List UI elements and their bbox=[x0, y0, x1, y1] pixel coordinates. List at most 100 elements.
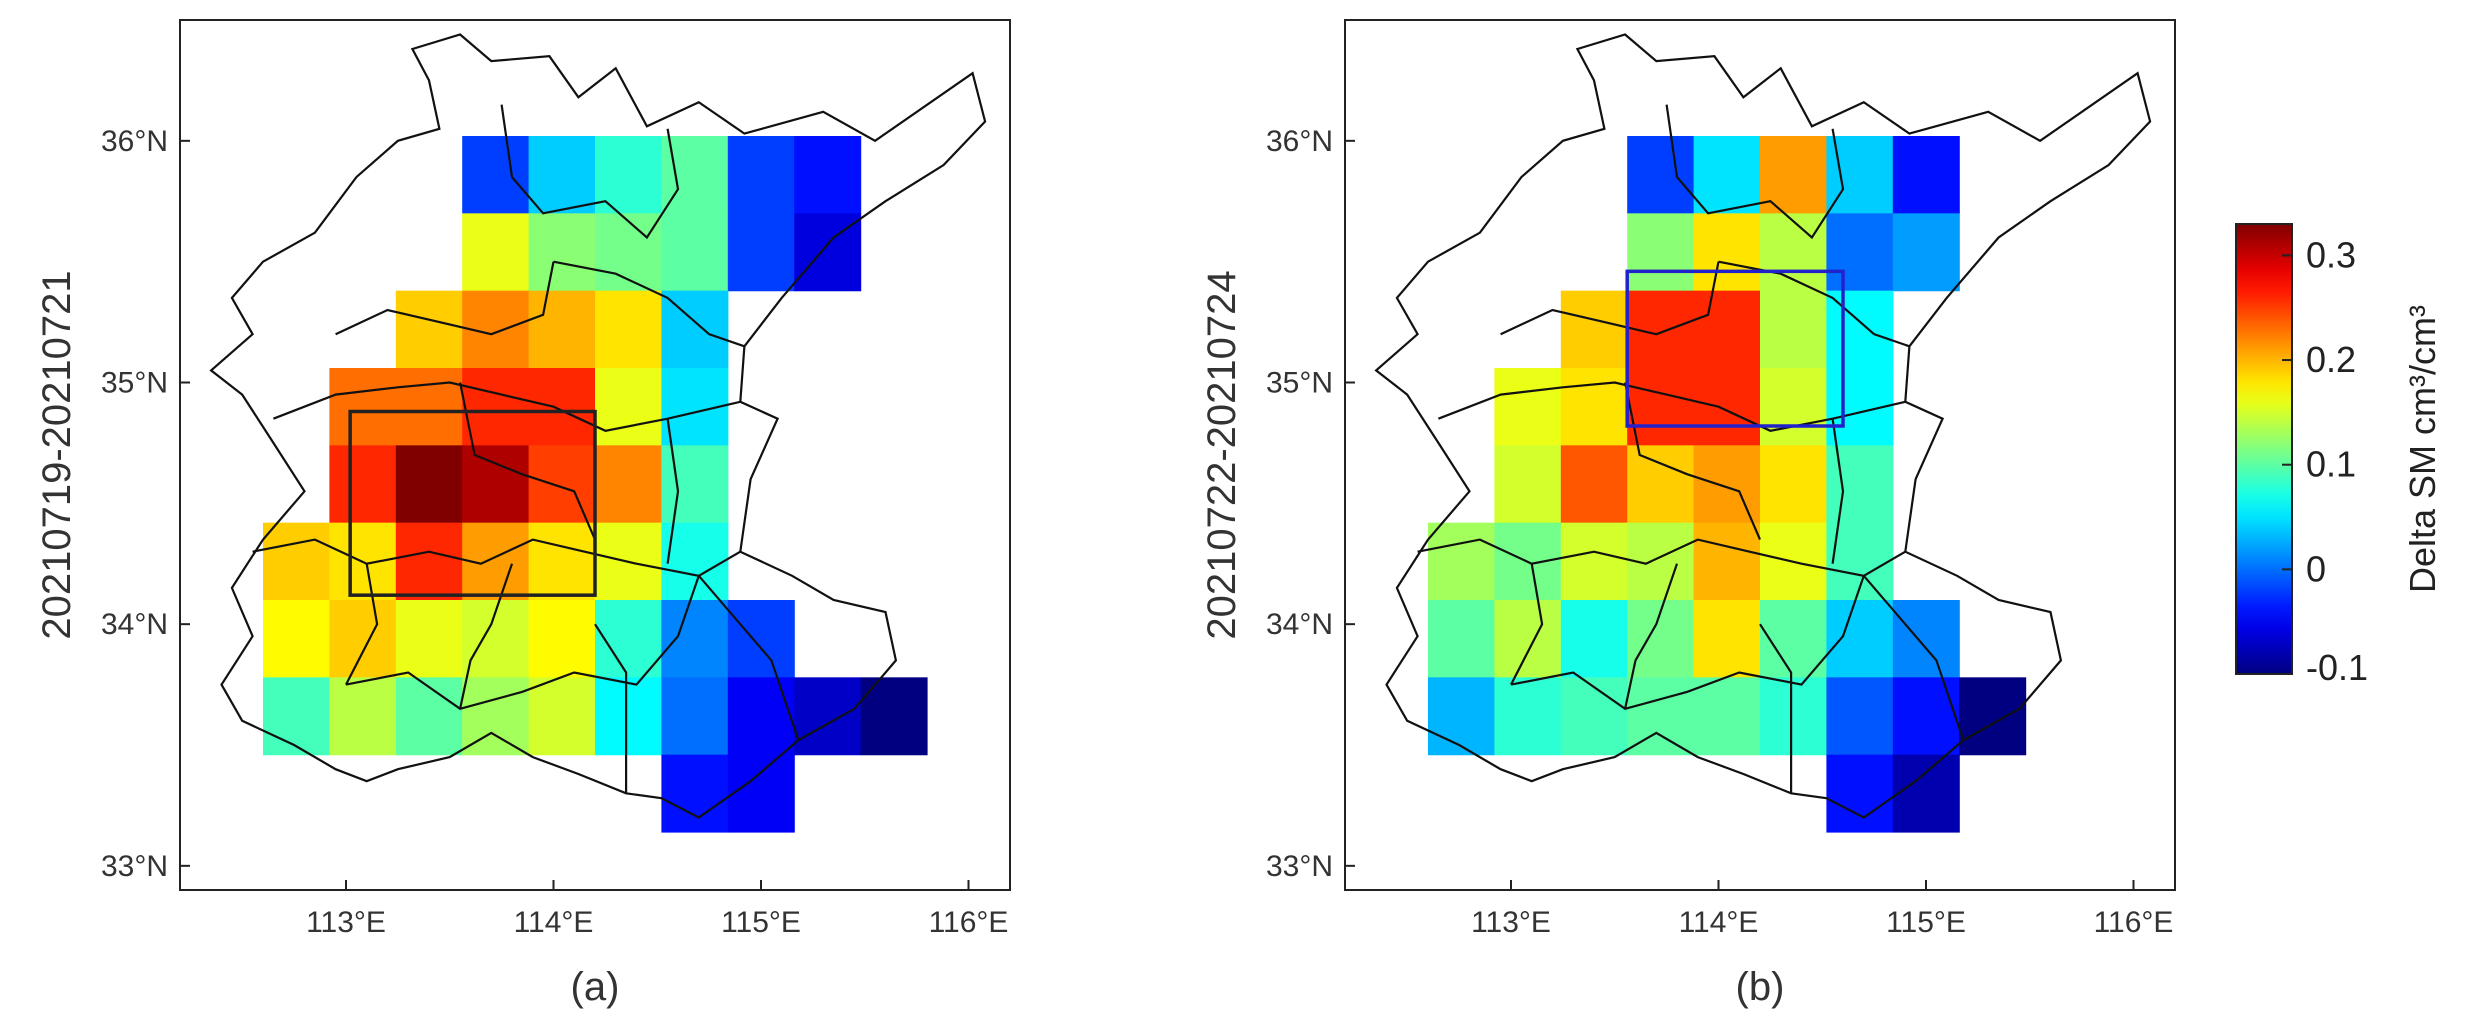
grid-cell bbox=[1760, 445, 1827, 524]
district-boundary bbox=[345, 563, 379, 686]
panel-b-axes-frame bbox=[1344, 19, 2176, 891]
grid-cell bbox=[1627, 136, 1695, 214]
grid-cell bbox=[462, 445, 530, 524]
x-tick-label: 116°E bbox=[929, 906, 1009, 939]
grid-cell bbox=[395, 677, 463, 756]
grid-cell bbox=[1693, 522, 1761, 601]
panel-b-map: 113°E 114°E 115°E 116°E 33°N 34°N 35°N 36°N 202… bbox=[1200, 19, 2176, 1009]
colorbar-tick-label: -0.1 bbox=[2306, 647, 2368, 688]
grid-cell bbox=[661, 677, 729, 756]
panel-b-ylabel: 20210722-20210724 bbox=[1200, 270, 1244, 639]
grid-cell bbox=[329, 445, 397, 524]
panel-a-caption: (a) bbox=[571, 965, 620, 1009]
x-tick-label: 114°E bbox=[514, 906, 594, 939]
panel-a-highlight-box bbox=[348, 409, 597, 597]
y-tick-label: 33°N bbox=[1266, 850, 1333, 883]
grid-cell bbox=[395, 290, 463, 369]
y-tick-label: 33°N bbox=[101, 850, 168, 883]
grid-cell bbox=[528, 445, 596, 524]
grid-cell bbox=[1560, 677, 1628, 756]
grid-cell bbox=[727, 677, 795, 756]
y-tick-label: 36°N bbox=[101, 125, 168, 158]
grid-cell bbox=[1428, 600, 1495, 678]
grid-cell bbox=[1560, 600, 1628, 678]
grid-cell bbox=[1560, 522, 1628, 601]
grid-cell bbox=[329, 677, 397, 756]
district-boundary bbox=[1438, 381, 1906, 432]
grid-cell bbox=[1892, 677, 1960, 756]
district-boundary bbox=[1665, 104, 1845, 240]
grid-cell bbox=[1959, 677, 2027, 756]
grid-cell bbox=[661, 136, 729, 214]
colorbar-tick-label: 0.3 bbox=[2306, 234, 2356, 275]
grid-cell bbox=[395, 445, 463, 524]
grid-cell bbox=[1693, 136, 1761, 214]
grid-cell bbox=[1826, 600, 1894, 678]
x-tick-label: 115°E bbox=[1886, 906, 1966, 939]
district-boundary bbox=[459, 382, 597, 541]
district-boundary bbox=[1831, 418, 1845, 564]
grid-cell bbox=[1627, 368, 1695, 446]
district-boundary bbox=[273, 381, 741, 432]
grid-cell bbox=[595, 600, 662, 678]
grid-cell bbox=[462, 213, 530, 292]
district-boundary bbox=[1759, 623, 1793, 794]
grid-cell bbox=[1693, 290, 1761, 369]
district-boundary bbox=[1510, 575, 1865, 710]
grid-cell bbox=[462, 368, 530, 446]
grid-cell bbox=[1627, 445, 1695, 524]
grid-cell bbox=[395, 522, 463, 601]
y-tick-label: 34°N bbox=[1266, 608, 1333, 641]
panel-b-highlight-box bbox=[1625, 269, 1845, 428]
x-tick-label: 114°E bbox=[1679, 906, 1759, 939]
grid-cell bbox=[1494, 600, 1562, 678]
district-boundary bbox=[500, 104, 680, 240]
district-boundary bbox=[335, 261, 555, 336]
grid-cell bbox=[1892, 754, 1960, 833]
grid-cell bbox=[1826, 445, 1894, 524]
grid-cell bbox=[263, 677, 330, 756]
grid-cell bbox=[661, 600, 729, 678]
grid-cell bbox=[1560, 445, 1628, 524]
x-tick-label: 113°E bbox=[1471, 906, 1551, 939]
grid-cell bbox=[462, 136, 530, 214]
grid-cell bbox=[794, 136, 862, 214]
district-boundary bbox=[697, 575, 800, 741]
panel-b-grid-cells bbox=[1428, 136, 2027, 833]
grid-cell bbox=[1892, 136, 1960, 214]
grid-cell bbox=[528, 600, 596, 678]
district-boundary bbox=[1862, 575, 1965, 741]
panel-b-caption: (b) bbox=[1736, 965, 1785, 1009]
grid-cell bbox=[395, 368, 463, 446]
grid-cell bbox=[528, 368, 596, 446]
grid-cell bbox=[1826, 677, 1894, 756]
grid-cell bbox=[595, 290, 662, 369]
grid-cell bbox=[1693, 213, 1761, 292]
grid-cell bbox=[1760, 290, 1827, 369]
panel-b-ticks: 113°E 114°E 115°E 116°E 33°N 34°N 35°N 36°N bbox=[1266, 125, 2173, 939]
grid-cell bbox=[528, 522, 596, 601]
district-boundary bbox=[1624, 382, 1762, 541]
grid-cell bbox=[1693, 600, 1761, 678]
grid-cell bbox=[1693, 445, 1761, 524]
colorbar-label: Delta SM cm³/cm³ bbox=[2402, 305, 2443, 593]
grid-cell bbox=[1760, 213, 1827, 292]
grid-cell bbox=[329, 368, 397, 446]
x-tick-label: 116°E bbox=[2094, 906, 2174, 939]
grid-cell bbox=[1760, 368, 1827, 446]
grid-cell bbox=[528, 136, 596, 214]
grid-cell bbox=[727, 213, 795, 292]
panel-a-axes-frame bbox=[179, 19, 1011, 891]
grid-cell bbox=[860, 677, 928, 756]
grid-cell bbox=[528, 290, 596, 369]
grid-cell bbox=[263, 522, 330, 601]
x-tick-label: 115°E bbox=[721, 906, 801, 939]
panel-a-grid-cells bbox=[263, 136, 928, 833]
grid-cell bbox=[1892, 600, 1960, 678]
grid-cell bbox=[1693, 368, 1761, 446]
grid-cell bbox=[1826, 754, 1894, 833]
colorbar-ticks: -0.1 0 0.1 0.2 0.3 bbox=[2282, 234, 2368, 688]
grid-cell bbox=[1494, 445, 1562, 524]
grid-cell bbox=[661, 213, 729, 292]
